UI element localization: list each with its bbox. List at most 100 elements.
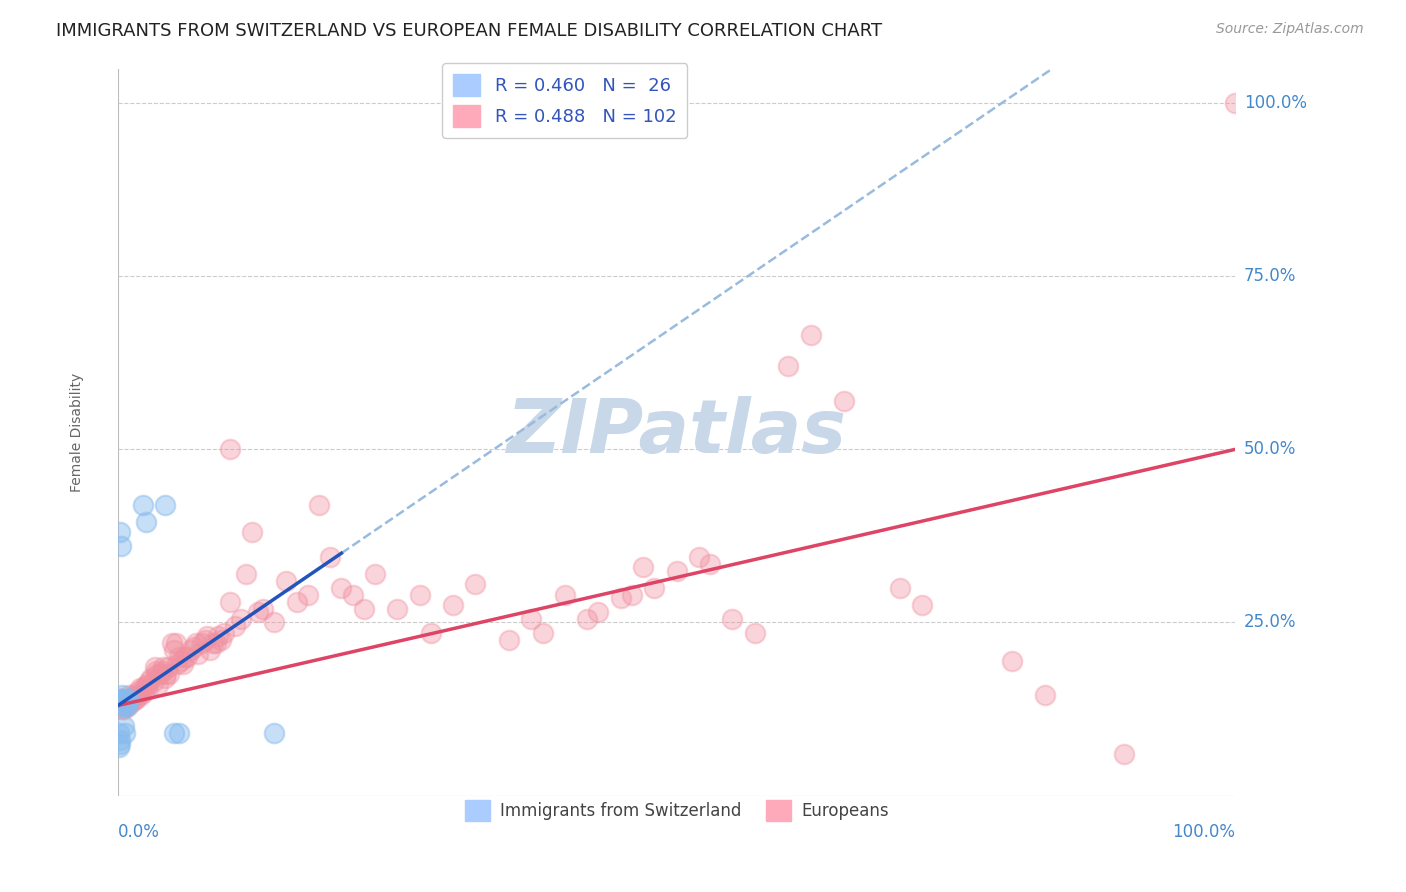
Point: [176, 650, 198, 665]
Point: [246, 605, 269, 619]
Point: [135, 515, 157, 529]
Point: [212, 625, 235, 640]
Point: [114, 698, 136, 713]
Point: [143, 660, 166, 674]
Point: [146, 667, 169, 681]
Point: [174, 650, 197, 665]
Point: [108, 740, 131, 755]
Point: [387, 601, 409, 615]
Point: [117, 698, 139, 713]
Point: [889, 581, 911, 595]
Point: [108, 691, 131, 706]
Point: [665, 564, 688, 578]
Point: [152, 660, 174, 674]
Point: [108, 726, 131, 740]
Point: [131, 681, 153, 696]
Point: [330, 581, 353, 595]
Point: [124, 691, 146, 706]
Text: 100.0%: 100.0%: [1244, 95, 1306, 112]
Point: [112, 691, 135, 706]
Point: [342, 588, 364, 602]
Point: [111, 698, 134, 713]
Text: IMMIGRANTS FROM SWITZERLAND VS EUROPEAN FEMALE DISABILITY CORRELATION CHART: IMMIGRANTS FROM SWITZERLAND VS EUROPEAN …: [56, 22, 883, 40]
Point: [132, 684, 155, 698]
Point: [114, 698, 136, 713]
Text: Source: ZipAtlas.com: Source: ZipAtlas.com: [1216, 22, 1364, 37]
Point: [224, 619, 246, 633]
Point: [1112, 747, 1135, 761]
Point: [112, 719, 135, 733]
Point: [111, 688, 134, 702]
Point: [364, 566, 387, 581]
Point: [152, 664, 174, 678]
Point: [218, 595, 240, 609]
Point: [135, 678, 157, 692]
Point: [112, 691, 135, 706]
Point: [169, 653, 191, 667]
Point: [117, 695, 139, 709]
Point: [187, 647, 209, 661]
Point: [153, 671, 176, 685]
Text: 25.0%: 25.0%: [1244, 614, 1296, 632]
Point: [131, 498, 153, 512]
Point: [157, 667, 180, 681]
Point: [118, 688, 141, 702]
Point: [832, 393, 855, 408]
Point: [169, 650, 191, 665]
Point: [800, 328, 823, 343]
Point: [169, 726, 191, 740]
Text: ZIPatlas: ZIPatlas: [506, 395, 846, 468]
Point: [195, 629, 218, 643]
Point: [408, 588, 430, 602]
Point: [319, 549, 342, 564]
Point: [699, 557, 721, 571]
Point: [125, 684, 148, 698]
Point: [205, 636, 228, 650]
Text: 75.0%: 75.0%: [1244, 268, 1296, 285]
Point: [118, 695, 141, 709]
Point: [127, 688, 149, 702]
Point: [235, 566, 257, 581]
Point: [218, 442, 240, 457]
Point: [186, 636, 208, 650]
Point: [308, 498, 330, 512]
Point: [108, 691, 131, 706]
Point: [778, 359, 800, 374]
Point: [110, 695, 132, 709]
Point: [531, 625, 554, 640]
Point: [1225, 96, 1247, 111]
Point: [201, 636, 224, 650]
Text: Female Disability: Female Disability: [70, 372, 84, 491]
Point: [136, 681, 159, 696]
Point: [124, 688, 146, 702]
Point: [721, 612, 744, 626]
Point: [165, 636, 187, 650]
Point: [112, 695, 135, 709]
Point: [155, 667, 177, 681]
Point: [157, 660, 180, 674]
Point: [207, 629, 229, 643]
Point: [129, 681, 152, 696]
Point: [620, 588, 643, 602]
Point: [688, 549, 710, 564]
Point: [285, 595, 308, 609]
Point: [108, 733, 131, 747]
Point: [643, 581, 665, 595]
Text: 0.0%: 0.0%: [118, 823, 160, 841]
Text: 50.0%: 50.0%: [1244, 441, 1296, 458]
Point: [115, 698, 138, 713]
Point: [631, 560, 654, 574]
Point: [183, 640, 205, 654]
Point: [163, 643, 186, 657]
Point: [576, 612, 599, 626]
Point: [419, 625, 441, 640]
Point: [209, 632, 232, 647]
Point: [114, 695, 136, 709]
Point: [112, 702, 135, 716]
Point: [441, 598, 464, 612]
Point: [111, 698, 134, 713]
Point: [145, 664, 167, 678]
Point: [110, 539, 132, 553]
Text: 100.0%: 100.0%: [1173, 823, 1236, 841]
Point: [114, 691, 136, 706]
